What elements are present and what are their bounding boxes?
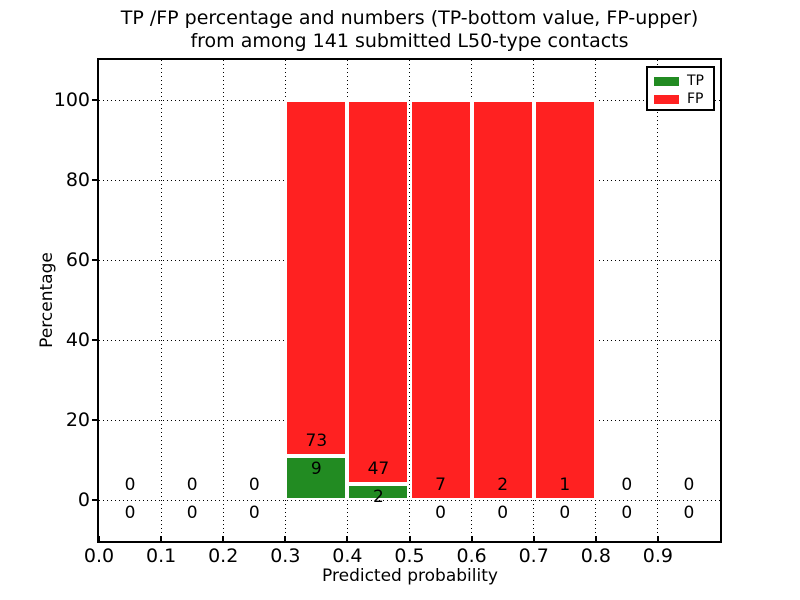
fp-count-label: 0	[186, 475, 198, 495]
tp-count-label: 9	[310, 459, 322, 480]
fp-count-label: 1	[559, 475, 571, 495]
x-tick	[532, 536, 535, 541]
x-tick-label: 0.0	[83, 545, 115, 567]
legend-item: FP	[648, 90, 713, 108]
tp-count-label: 2	[373, 486, 384, 507]
y-tick	[92, 499, 99, 501]
y-tick	[92, 259, 99, 261]
fp-count-label: 7	[435, 475, 446, 495]
y-tick	[92, 179, 99, 181]
x-tick-label: 0.7	[518, 545, 549, 567]
y-tick-label: 100	[53, 89, 90, 111]
legend-swatch-fp	[654, 94, 679, 104]
fp-count-label: 0	[621, 475, 633, 495]
legend-swatch-tp	[654, 76, 679, 86]
gridline-vertical	[222, 60, 224, 541]
gridline-vertical	[657, 60, 659, 541]
x-tick-label: 0.4	[332, 545, 363, 567]
bar-fp-segment	[285, 100, 348, 457]
y-tick	[92, 339, 99, 341]
x-axis-label: Predicted probability	[322, 566, 498, 586]
x-tick-label: 0.8	[580, 545, 611, 567]
tp-count-label: 0	[683, 503, 695, 523]
y-tick-label: 0	[77, 489, 90, 511]
fp-count-label: 0	[683, 475, 695, 495]
x-tick	[284, 536, 287, 541]
x-tick	[346, 536, 349, 541]
gridline-vertical	[160, 60, 162, 541]
x-tick	[222, 536, 225, 541]
chart-title: TP /FP percentage and numbers (TP-bottom…	[99, 7, 720, 53]
x-tick-label: 0.5	[394, 545, 425, 567]
x-tick	[470, 536, 473, 541]
fp-count-label: 47	[367, 458, 390, 479]
x-tick	[594, 536, 597, 541]
x-tick-label: 0.1	[145, 545, 177, 567]
legend-label: TP	[687, 73, 704, 89]
legend-item: TP	[648, 72, 713, 90]
x-tick	[656, 536, 659, 541]
x-tick-label: 0.3	[270, 545, 301, 567]
bar-fp-segment	[347, 100, 410, 484]
bar-fp-segment	[471, 100, 534, 500]
bar-fp-segment	[533, 100, 596, 500]
tp-count-label: 0	[435, 503, 446, 523]
y-tick-label: 20	[65, 409, 90, 431]
y-tick-label: 80	[65, 169, 90, 191]
bar-tp-segment	[347, 483, 410, 500]
plot-frame	[97, 58, 722, 543]
fp-count-label: 0	[124, 475, 136, 495]
tp-count-label: 0	[186, 503, 198, 523]
tp-count-label: 0	[124, 503, 136, 523]
gridline-vertical	[595, 60, 597, 541]
fp-count-label: 0	[248, 475, 260, 495]
legend: TP FP	[646, 66, 715, 111]
bar-fp-segment	[409, 100, 472, 500]
chart-title-line1: TP /FP percentage and numbers (TP-bottom…	[120, 7, 699, 29]
fp-count-label: 73	[305, 431, 328, 452]
tp-count-label: 0	[559, 503, 571, 523]
tp-count-label: 0	[621, 503, 633, 523]
chart-title-line2: from among 141 submitted L50-type contac…	[190, 30, 629, 52]
x-tick	[408, 536, 411, 541]
y-tick-label: 40	[65, 329, 90, 351]
legend-label: FP	[687, 91, 704, 107]
y-tick	[92, 99, 99, 101]
x-tick	[98, 536, 100, 541]
x-tick-label: 0.6	[456, 545, 487, 567]
y-tick-label: 60	[65, 249, 90, 271]
x-tick-label: 0.9	[642, 545, 673, 567]
tp-count-label: 0	[497, 503, 509, 523]
x-tick	[160, 536, 163, 541]
x-tick-label: 0.2	[208, 545, 239, 567]
y-tick	[92, 419, 99, 421]
bar-tp-segment	[285, 456, 348, 500]
fp-count-label: 2	[497, 475, 509, 495]
tp-count-label: 0	[248, 503, 260, 523]
